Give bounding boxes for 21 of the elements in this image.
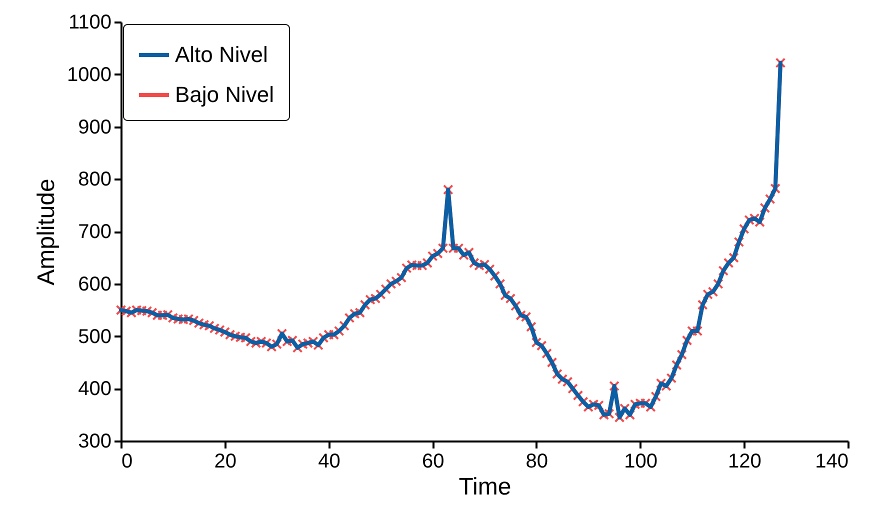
x-tick-label: 120 bbox=[728, 450, 762, 472]
y-tick-label: 1100 bbox=[68, 12, 112, 34]
x-tick-label: 0 bbox=[122, 450, 133, 472]
x-tick-label: 20 bbox=[214, 450, 236, 472]
y-tick-label: 400 bbox=[78, 378, 112, 400]
y-tick-label: 1000 bbox=[67, 64, 112, 86]
y-tick-label: 300 bbox=[78, 430, 112, 452]
legend-label: Alto Nivel bbox=[175, 42, 268, 67]
x-tick-label: 80 bbox=[526, 450, 548, 472]
legend-label: Bajo Nivel bbox=[175, 82, 274, 107]
y-tick-label: 800 bbox=[78, 168, 112, 191]
y-axis-title: Amplitude bbox=[33, 178, 60, 286]
x-axis-title: Time bbox=[458, 474, 512, 500]
x-tick-label: 100 bbox=[624, 450, 658, 472]
x-tick-label: 140 bbox=[815, 450, 848, 472]
y-tick-label: 500 bbox=[78, 326, 112, 348]
x-tick-label: 40 bbox=[318, 450, 340, 472]
y-tick-label: 900 bbox=[78, 116, 112, 138]
y-tick-label: 600 bbox=[78, 273, 112, 296]
y-tick-label: 700 bbox=[78, 221, 112, 243]
x-tick-label: 60 bbox=[422, 450, 444, 472]
